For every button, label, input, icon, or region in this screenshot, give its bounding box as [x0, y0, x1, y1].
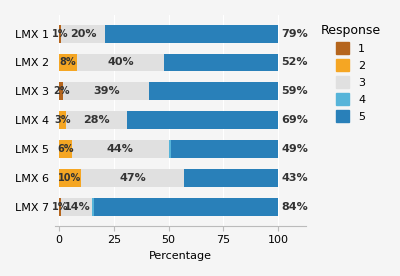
Text: 14%: 14%	[63, 202, 90, 212]
Text: 84%: 84%	[281, 202, 308, 212]
Bar	[72, 140, 168, 158]
Bar	[92, 198, 94, 216]
Text: 3%: 3%	[54, 115, 70, 125]
Text: 43%: 43%	[281, 173, 308, 183]
Text: 6%: 6%	[57, 144, 74, 154]
Bar	[61, 198, 92, 216]
Bar	[105, 25, 278, 43]
Bar	[171, 140, 278, 158]
Bar	[168, 140, 171, 158]
Bar	[94, 198, 278, 216]
Bar	[59, 169, 81, 187]
Bar	[61, 25, 105, 43]
Text: 69%: 69%	[281, 115, 308, 125]
Bar	[66, 112, 127, 129]
Bar	[59, 54, 76, 71]
Bar	[184, 169, 278, 187]
Text: 1%: 1%	[52, 202, 68, 212]
Text: 49%: 49%	[281, 144, 308, 154]
Bar	[59, 140, 72, 158]
Text: 8%: 8%	[60, 57, 76, 68]
Text: 52%: 52%	[281, 57, 308, 68]
Legend: 1, 2, 3, 4, 5: 1, 2, 3, 4, 5	[317, 20, 384, 125]
Text: 28%: 28%	[83, 115, 110, 125]
Bar	[76, 54, 164, 71]
X-axis label: Percentage: Percentage	[149, 251, 212, 261]
Bar	[149, 83, 278, 100]
Text: 39%: 39%	[93, 86, 120, 96]
Text: 2%: 2%	[53, 86, 70, 96]
Text: 44%: 44%	[107, 144, 134, 154]
Text: 1%: 1%	[52, 28, 68, 39]
Text: 59%: 59%	[281, 86, 308, 96]
Bar	[127, 112, 278, 129]
Bar	[81, 169, 184, 187]
Text: 79%: 79%	[281, 28, 308, 39]
Text: 20%: 20%	[70, 28, 96, 39]
Text: 10%: 10%	[58, 173, 82, 183]
Text: 40%: 40%	[107, 57, 134, 68]
Bar	[64, 83, 149, 100]
Bar	[59, 112, 66, 129]
Bar	[59, 25, 61, 43]
Bar	[164, 54, 278, 71]
Bar	[59, 83, 64, 100]
Bar	[59, 198, 61, 216]
Text: 47%: 47%	[119, 173, 146, 183]
